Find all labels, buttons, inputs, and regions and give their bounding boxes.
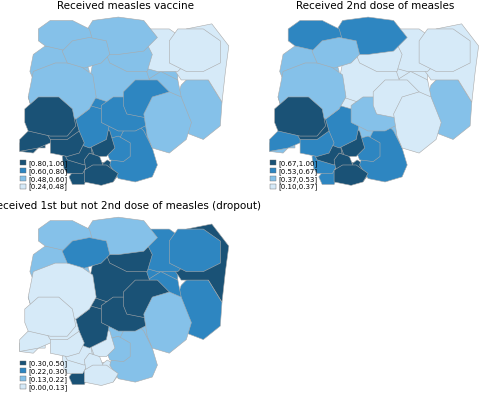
Legend: [0.67,1.00], [0.53,0.67], [0.37,0.53], [0.10,0.37]: [0.67,1.00], [0.53,0.67], [0.37,0.53], […: [270, 160, 317, 190]
Title: Received measles vaccine: Received measles vaccine: [56, 1, 194, 11]
Legend: [0.80,1.00], [0.60,0.80], [0.48,0.60], [0.24,0.48]: [0.80,1.00], [0.60,0.80], [0.48,0.60], […: [20, 160, 68, 190]
Title: Received 1st but not 2nd dose of measles (dropout): Received 1st but not 2nd dose of measles…: [0, 201, 260, 211]
Title: Received 2nd dose of measles: Received 2nd dose of measles: [296, 1, 454, 11]
Legend: [0.30,0.50], [0.22,0.30], [0.13,0.22], [0.00,0.13]: [0.30,0.50], [0.22,0.30], [0.13,0.22], […: [20, 361, 68, 390]
